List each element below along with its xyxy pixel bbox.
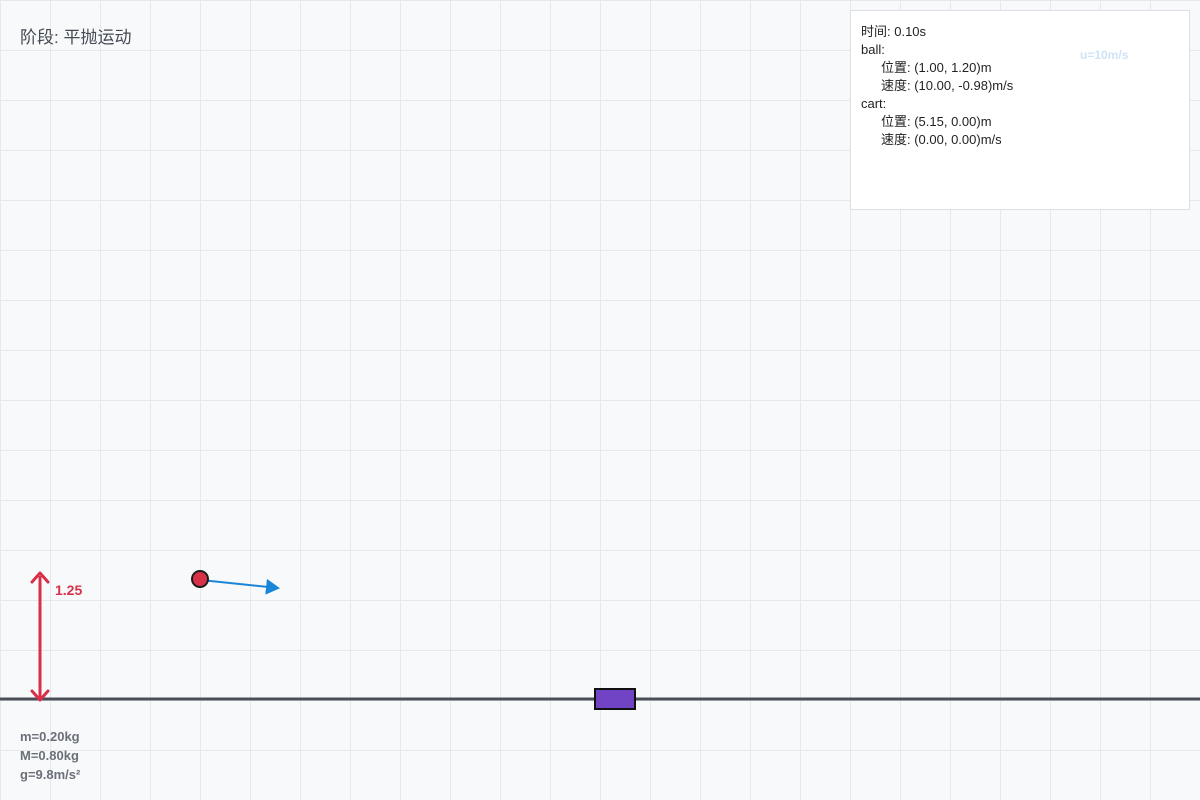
cart-speed-label: u=10m/s	[1080, 48, 1129, 62]
time-readout: 时间: 0.10s	[861, 24, 927, 39]
cart-velocity: 速度: (0.00, 0.00)m/s	[881, 132, 1002, 147]
parameters: m=0.20kg M=0.80kg g=9.8m/s²	[20, 727, 80, 784]
info-panel: 时间: 0.10s ball: 位置: (1.00, 1.20)m 速度: (1…	[850, 10, 1190, 210]
velocity-arrow	[200, 578, 280, 595]
param-ball-mass: m=0.20kg	[20, 729, 80, 744]
cart-position: 位置: (5.15, 0.00)m	[881, 114, 992, 129]
cart	[594, 688, 636, 710]
param-gravity: g=9.8m/s²	[20, 767, 81, 782]
stage-title: 阶段: 平抛运动	[20, 28, 132, 47]
param-cart-mass: M=0.80kg	[20, 748, 79, 763]
height-label: 1.25	[55, 582, 82, 598]
ball-label: ball:	[861, 42, 885, 57]
height-arrow-top-head	[30, 571, 50, 584]
ball-velocity: 速度: (10.00, -0.98)m/s	[881, 78, 1014, 93]
ball	[191, 570, 209, 588]
height-arrow-bottom-head	[30, 689, 50, 702]
cart-label: cart:	[861, 96, 887, 111]
ball-position: 位置: (1.00, 1.20)m	[881, 60, 992, 75]
height-marker: 1.25	[30, 571, 82, 702]
